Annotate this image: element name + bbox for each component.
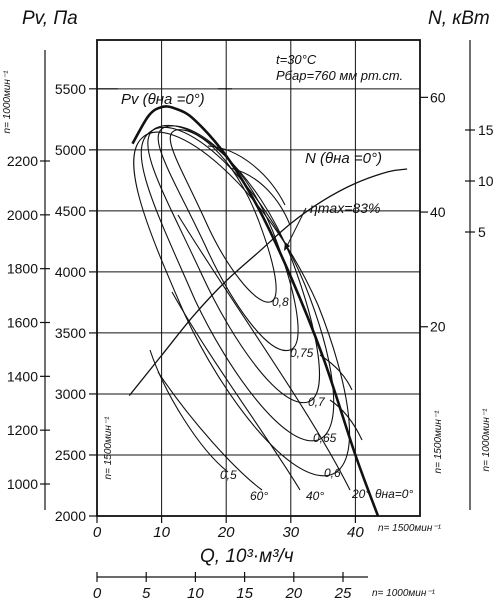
tick-label-right-outer-10: 10	[478, 173, 494, 189]
tick-label-left-inner-3500: 3500	[55, 325, 86, 341]
x-outer-speed-label: n= 1000мин⁻¹	[372, 588, 436, 599]
condition-temperature: t=30°C	[276, 52, 317, 67]
contour-0.8	[169, 129, 277, 303]
curves	[97, 88, 408, 517]
pressure-curve-line	[131, 105, 380, 517]
tick-label-x-outer-20: 20	[284, 585, 302, 602]
tick-label-right-outer-15: 15	[478, 122, 494, 138]
efficiency-label-0.75: 0,75	[290, 346, 314, 360]
vane-20-curve	[177, 214, 351, 491]
efficiency-label-0.65: 0,65	[313, 431, 337, 445]
vane-60-curve	[157, 371, 263, 491]
efficiency-label-0.6: 0,6	[324, 466, 341, 480]
upper-arc-1	[207, 145, 286, 206]
tick-label-right-outer-5: 5	[478, 224, 486, 240]
tick-label-x-outer-5: 5	[142, 585, 151, 602]
plot-frame	[96, 39, 421, 517]
grid	[97, 40, 420, 516]
vane-40-curve	[171, 291, 301, 491]
vane-angle-label-60: 60°	[250, 489, 268, 503]
axes: 2000250030003500400045005000550010001200…	[7, 40, 494, 602]
tick-label-left-inner-5500: 5500	[55, 81, 86, 97]
tick-label-left-outer-1200: 1200	[7, 422, 38, 438]
tick-label-left-outer-2000: 2000	[7, 207, 38, 223]
contour-0.6	[133, 131, 351, 477]
tick-label-x-outer-15: 15	[236, 585, 253, 602]
tick-label-x-outer-10: 10	[187, 585, 204, 602]
right-inner-speed-label: n= 1500мин⁻¹	[433, 410, 444, 474]
tick-label-right-inner-60: 60	[430, 89, 446, 105]
contour-0.65	[140, 126, 335, 442]
x-axis-title-flow: Q, 10³·м³/ч	[200, 546, 294, 567]
tick-label-left-outer-2200: 2200	[7, 153, 38, 169]
max-efficiency-label: ηmax=83%	[310, 200, 380, 216]
tick-label-left-inner-4500: 4500	[55, 203, 86, 219]
right-outer-speed-label: n= 1000мин⁻¹	[481, 408, 492, 472]
tick-label-left-outer-1800: 1800	[7, 261, 38, 277]
upper-arc-2	[229, 167, 291, 226]
condition-pressure: Pбар=760 мм рт.ст.	[276, 68, 403, 83]
contour-0.7	[147, 124, 320, 404]
tick-label-x-inner-40: 40	[347, 524, 364, 541]
tick-label-left-outer-1000: 1000	[7, 476, 38, 492]
inner-cut-1	[319, 354, 353, 391]
tick-label-right-inner-20: 20	[430, 319, 446, 335]
x-inner-speed-label: n= 1500мин⁻¹	[378, 523, 442, 534]
tick-label-left-inner-2500: 2500	[55, 447, 86, 463]
y-axis-title-power: N, кВт	[428, 8, 490, 29]
efficiency-label-0.8: 0,8	[272, 295, 289, 309]
tick-label-left-outer-1400: 1400	[7, 368, 38, 384]
y-axis-title-pressure: Pv, Па	[22, 8, 78, 29]
tick-label-right-inner-40: 40	[430, 204, 446, 220]
efficiency-label-0.7: 0,7	[308, 395, 326, 409]
efficiency-contours	[133, 124, 363, 491]
vane-angle-label-20: 20°	[351, 487, 370, 501]
pressure-curve-label: Pv (θна =0°)	[121, 91, 205, 108]
max-efficiency-leader	[285, 207, 307, 249]
power-curve-line	[128, 168, 408, 397]
contour-0.75	[157, 125, 299, 352]
vane-angle-label-40: 40°	[306, 489, 324, 503]
left-inner-speed-label: n= 1500мин⁻¹	[103, 416, 114, 480]
tick-label-x-inner-0: 0	[93, 524, 102, 541]
tick-label-left-outer-1600: 1600	[7, 315, 38, 331]
power-curve-label: N (θна =0°)	[305, 150, 382, 167]
tick-label-x-inner-10: 10	[153, 524, 170, 541]
tick-label-left-inner-5000: 5000	[55, 142, 86, 158]
inner-cut-2	[329, 399, 363, 441]
left-outer-speed-label: n= 1000мин⁻¹	[2, 70, 13, 134]
tick-label-left-inner-4000: 4000	[55, 264, 86, 280]
tick-label-x-inner-30: 30	[282, 524, 299, 541]
tick-label-left-inner-3000: 3000	[55, 386, 86, 402]
efficiency-label-0.5: 0,5	[220, 468, 237, 482]
tick-label-x-outer-25: 25	[334, 585, 352, 602]
vane-angle-label-0: θна=0°	[375, 487, 413, 501]
tick-label-left-inner-2000: 2000	[55, 508, 86, 524]
tick-label-x-outer-0: 0	[93, 585, 102, 602]
tick-label-x-inner-20: 20	[217, 524, 235, 541]
contour-0.5	[149, 349, 229, 473]
